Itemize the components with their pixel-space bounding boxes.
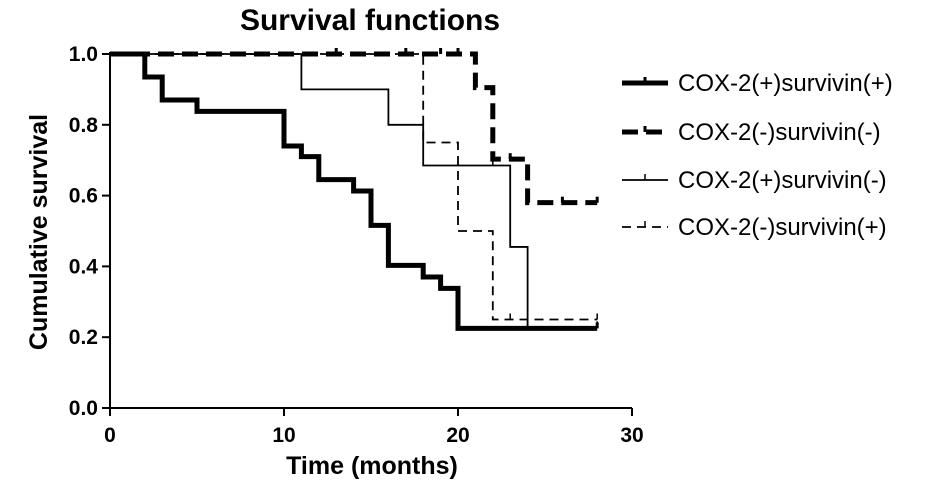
y-tick-label: 0.2 xyxy=(69,326,98,349)
chart-title: Survival functions xyxy=(240,4,500,37)
x-tick-label: 30 xyxy=(620,424,643,447)
plot-area xyxy=(110,48,599,331)
legend: COX-2(+)survivin(+) COX-2(-)survivin(-) CO… xyxy=(622,70,893,241)
y-tick-label: 0.4 xyxy=(69,255,99,278)
legend-label-1: COX-2(+)survivin(+) xyxy=(678,70,893,97)
legend-label-3: COX-2(+)survivin(-) xyxy=(678,167,887,194)
series-line-2 xyxy=(110,51,598,206)
x-tick-label: 20 xyxy=(446,424,469,447)
x-tick-label: 10 xyxy=(272,424,295,447)
x-axis-label: Time (months) xyxy=(286,452,458,480)
series-line-4 xyxy=(110,53,598,321)
y-tick-label: 0.6 xyxy=(69,185,98,208)
y-tick-label: 1.0 xyxy=(69,43,98,66)
legend-label-4: COX-2(-)survivin(+) xyxy=(678,214,887,241)
legend-label-2: COX-2(-)survivin(-) xyxy=(678,119,881,146)
series-line-3 xyxy=(110,53,598,329)
y-tick-label: 0.8 xyxy=(69,114,99,137)
y-axis-label: Cumulative survival xyxy=(25,114,53,350)
y-tick-label: 0.0 xyxy=(69,397,98,420)
axes: 0 10 20 30 0.0 0.2 0.4 0.6 0.8 1.0 xyxy=(69,43,644,447)
x-tick-label: 0 xyxy=(104,424,116,447)
series-line-1 xyxy=(110,51,598,331)
